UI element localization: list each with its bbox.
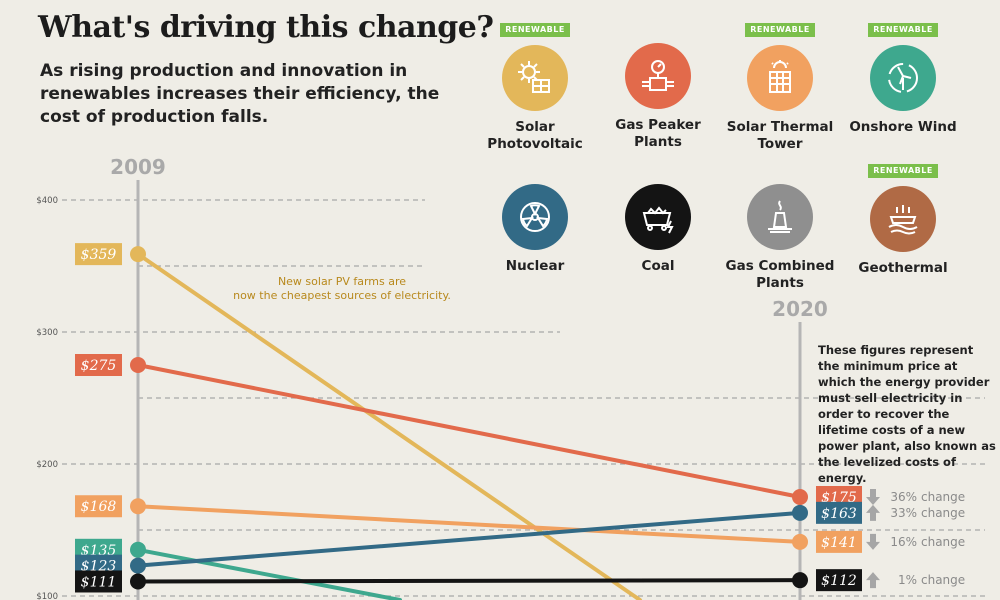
x-label-2009: 2009 — [110, 155, 166, 179]
series-line — [136, 510, 802, 568]
y-tick-label: $200 — [36, 460, 58, 470]
change-percent: 1% — [898, 573, 917, 587]
value-tag-2009 — [75, 495, 122, 518]
series-onshore-wind — [130, 541, 402, 600]
y-tick-label: $400 — [36, 196, 58, 206]
solar-panel-icon — [502, 45, 568, 111]
series-line — [136, 252, 642, 600]
series-line — [136, 547, 402, 600]
geothermal-icon — [870, 186, 936, 252]
methodology-note: These figures represent the minimum pric… — [818, 343, 996, 485]
tech-nuclear: Nuclear — [475, 158, 595, 275]
arrow-up-icon — [866, 504, 880, 521]
data-label-2009: $275 — [81, 358, 117, 374]
data-label-2009: $111 — [81, 574, 117, 590]
gas-plant-icon — [747, 184, 813, 250]
data-label-2020: $163 — [821, 506, 857, 522]
tech-label: Geothermal — [858, 260, 948, 276]
value-tag-2020 — [816, 501, 862, 524]
data-point-2009 — [130, 357, 146, 373]
renewable-badge: RENEWABLE — [868, 23, 938, 37]
tech-label: Solar Thermal Tower — [726, 119, 834, 152]
series-coal — [130, 572, 808, 590]
arrow-up-icon — [866, 572, 880, 589]
value-tag-2009 — [75, 570, 122, 593]
series-line — [136, 504, 802, 544]
tech-coal: Coal — [598, 158, 718, 275]
series-nuclear — [130, 504, 808, 574]
tech-label: Nuclear — [505, 258, 565, 274]
tech-gas-combined-plants: Gas Combined Plants — [720, 158, 840, 292]
tech-label: Gas Combined Plants — [725, 258, 835, 291]
value-tag-2009 — [75, 243, 122, 266]
value-tag-2020 — [816, 530, 862, 553]
renewable-badge: RENEWABLE — [745, 23, 815, 37]
data-point-2020 — [792, 489, 808, 505]
data-point-2020 — [792, 572, 808, 589]
data-point-2009 — [130, 573, 146, 590]
change-percent: 33% — [890, 506, 917, 520]
page-subtitle: As rising production and innovation in r… — [40, 61, 440, 127]
arrow-down-icon — [866, 489, 880, 505]
annotation-line: now the cheapest sources of electricity. — [233, 289, 451, 302]
tech-gas-peaker-plants: Gas Peaker Plants — [598, 17, 718, 151]
data-point-2020 — [792, 533, 808, 550]
data-label-2009: $168 — [81, 499, 117, 515]
nuclear-icon — [502, 184, 568, 250]
data-label-2009: $359 — [81, 247, 117, 263]
tech-geothermal: RENEWABLE Geothermal — [843, 158, 963, 277]
gas-pipe-icon — [625, 43, 691, 109]
tech-label: Coal — [641, 258, 675, 274]
renewable-badge: RENEWABLE — [500, 23, 570, 37]
data-point-2009 — [130, 498, 146, 515]
page-title: What's driving this change? — [38, 10, 494, 45]
series-line — [136, 363, 802, 499]
value-tag-2020 — [816, 569, 862, 592]
tech-label: Solar Photovoltaic — [487, 119, 583, 152]
data-point-2009 — [130, 246, 146, 263]
wind-turbine-icon — [870, 45, 936, 111]
tech-label: Gas Peaker Plants — [615, 117, 701, 150]
solar-tower-icon — [747, 45, 813, 111]
y-tick-label: $300 — [36, 328, 58, 338]
x-label-2020: 2020 — [772, 297, 828, 321]
series-line — [136, 578, 802, 584]
data-point-2020 — [792, 504, 808, 521]
change-text: change — [921, 535, 965, 549]
arrow-down-icon — [866, 533, 880, 550]
change-text: change — [921, 573, 965, 587]
value-tag-2009 — [75, 354, 122, 376]
tech-onshore-wind: RENEWABLE Onshore Wind — [843, 17, 963, 136]
change-text: change — [921, 490, 965, 504]
tech-solar-thermal-tower: RENEWABLE Solar Thermal Tower — [720, 17, 840, 153]
y-tick-label: $100 — [36, 592, 58, 600]
chart-annotation: New solar PV farms are now the cheapest s… — [233, 275, 451, 302]
series-gas-peaker-plants — [130, 357, 808, 505]
data-label-2020: $141 — [821, 535, 857, 551]
series-solar-photovoltaic — [130, 246, 642, 600]
series-solar-thermal-tower — [130, 498, 808, 550]
data-label-2020: $112 — [821, 573, 857, 589]
renewable-badge: RENEWABLE — [868, 164, 938, 178]
change-percent: 16% — [890, 535, 917, 549]
change-text: change — [921, 506, 965, 520]
change-percent: 36% — [890, 490, 917, 504]
annotation-line: New solar PV farms are — [278, 275, 406, 288]
data-point-2009 — [130, 541, 146, 558]
data-point-2009 — [130, 557, 146, 574]
coal-cart-icon — [625, 184, 691, 250]
tech-label: Onshore Wind — [849, 119, 957, 135]
tech-solar-photovoltaic: RENEWABLE Solar Photovoltaic — [475, 17, 595, 153]
